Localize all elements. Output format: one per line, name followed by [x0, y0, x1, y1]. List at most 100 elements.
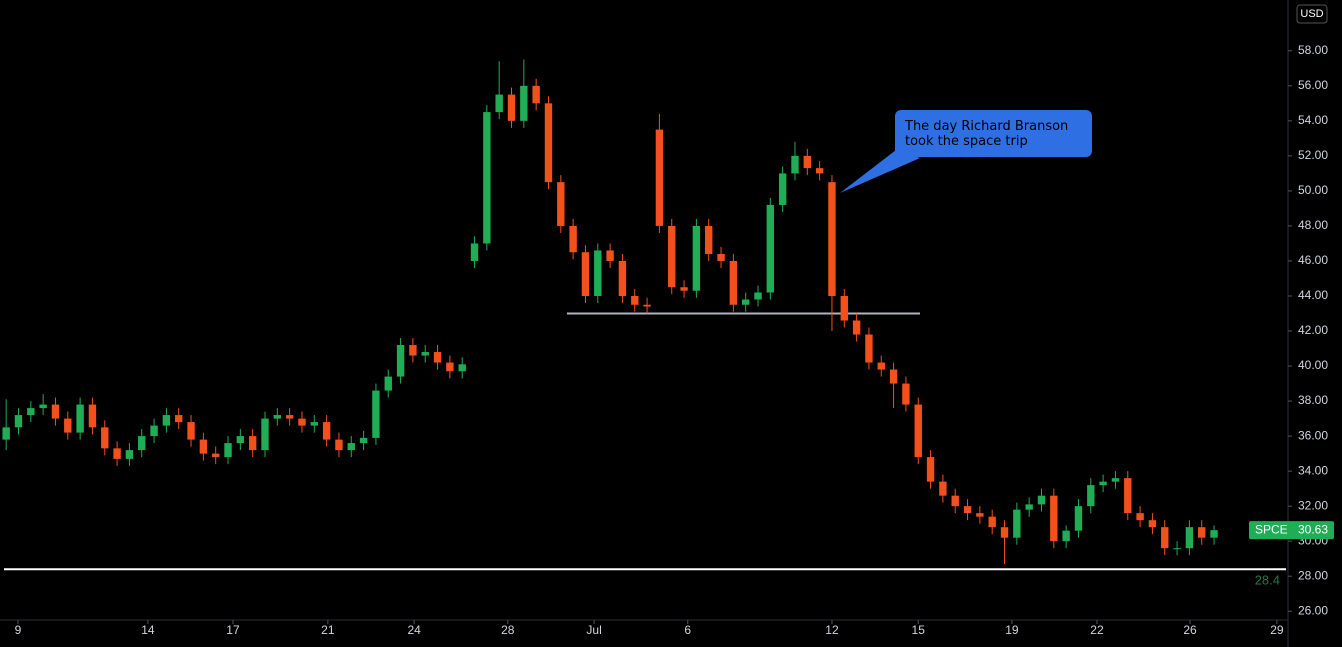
- candle-body: [766, 204, 775, 293]
- y-tick-label: 56.00: [1298, 78, 1328, 92]
- candle-body: [877, 362, 885, 370]
- candle-body: [791, 155, 799, 174]
- candle-body: [470, 243, 479, 261]
- candle-body: [668, 225, 676, 288]
- candle-body: [396, 345, 405, 377]
- candle-body: [754, 292, 762, 300]
- candle-body: [594, 250, 602, 296]
- candle-body: [557, 182, 565, 226]
- candle-body: [310, 422, 318, 426]
- candle-body: [643, 304, 651, 307]
- candle-body: [495, 94, 503, 113]
- candle-body: [125, 450, 134, 459]
- candle-body: [248, 436, 257, 451]
- candle-body: [507, 94, 516, 121]
- y-tick-label: 46.00: [1298, 253, 1328, 267]
- currency: USD: [1300, 8, 1323, 20]
- x-tick-label: 15: [912, 623, 926, 637]
- candle-body: [14, 415, 23, 428]
- candle-body: [581, 252, 590, 296]
- y-tick-label: 40.00: [1298, 358, 1328, 372]
- candle-body: [828, 182, 836, 296]
- last-price-value: 30.63: [1298, 522, 1328, 536]
- candle-body: [680, 287, 688, 291]
- candle-body: [446, 362, 454, 372]
- candle-body: [705, 225, 713, 254]
- candle-body: [988, 516, 996, 528]
- candle-body: [1148, 520, 1157, 528]
- candle-body: [298, 418, 306, 426]
- candle-body: [175, 415, 183, 423]
- candle-body: [717, 253, 725, 261]
- candle-body: [187, 422, 195, 440]
- candle-body: [88, 404, 97, 428]
- candle-body: [101, 427, 109, 449]
- candle-body: [692, 225, 701, 291]
- x-tick-label: 6: [684, 623, 691, 637]
- candle-body: [384, 376, 392, 391]
- candle-body: [1013, 509, 1021, 538]
- candle-body: [64, 418, 72, 433]
- y-tick-label: 28.00: [1298, 568, 1328, 582]
- x-tick-label: 17: [226, 623, 240, 637]
- candle-body: [335, 439, 343, 451]
- x-tick-label: 24: [407, 623, 421, 637]
- candle-body: [138, 436, 146, 451]
- candle-body: [1037, 495, 1046, 505]
- x-tick-label: 29: [1270, 623, 1284, 637]
- candle-body: [261, 418, 269, 451]
- y-tick-label: 44.00: [1298, 288, 1328, 302]
- y-tick-label: 50.00: [1298, 183, 1328, 197]
- candle-body: [631, 295, 639, 305]
- candle-body: [618, 260, 627, 296]
- candle-body: [199, 439, 208, 454]
- x-tick-label: 28: [501, 623, 515, 637]
- y-tick-label: 34.00: [1298, 463, 1328, 477]
- candle-body: [1185, 527, 1194, 549]
- y-tick-label: 32.00: [1298, 498, 1328, 512]
- y-tick-label: 36.00: [1298, 428, 1328, 442]
- candle-body: [902, 383, 910, 405]
- candle-body: [852, 320, 861, 335]
- candle-body: [815, 168, 824, 174]
- candle-body: [865, 334, 873, 363]
- candle-body: [421, 352, 429, 356]
- candle-body: [939, 481, 947, 496]
- candle-body: [1161, 527, 1169, 549]
- y-tick-label: 54.00: [1298, 113, 1328, 127]
- candle-body: [372, 390, 380, 438]
- last-price-box: [1249, 521, 1334, 540]
- candle-body: [914, 404, 922, 458]
- candle-body: [741, 299, 750, 305]
- candle-body: [1025, 504, 1033, 510]
- last-price-symbol: SPCE: [1255, 522, 1288, 536]
- annotation: The day Richard Branson took the space t…: [895, 110, 1092, 157]
- y-tick-label: 52.00: [1298, 148, 1328, 162]
- y-tick-label: 58.00: [1298, 43, 1328, 57]
- candle-body: [1136, 513, 1144, 521]
- y-tick-label: 38.00: [1298, 393, 1328, 407]
- x-tick-label: 21: [321, 623, 335, 637]
- candle-body: [458, 364, 466, 372]
- candle-body: [889, 369, 898, 384]
- candle-body: [113, 448, 121, 459]
- annotation-pointer: [840, 150, 920, 193]
- candle-body: [544, 103, 553, 183]
- candle-body: [224, 443, 232, 458]
- x-tick-label: 9: [15, 623, 22, 637]
- candle-body: [1087, 485, 1095, 507]
- x-tick-label: 26: [1183, 623, 1197, 637]
- candle-body: [520, 85, 528, 121]
- candle-body: [236, 436, 245, 444]
- candle-body: [211, 453, 220, 458]
- candle-body: [162, 415, 171, 426]
- candle-body: [1111, 478, 1120, 482]
- candle-body: [51, 404, 60, 419]
- candle-body: [1050, 495, 1058, 542]
- candle-body: [433, 352, 442, 363]
- candle-body: [76, 404, 84, 433]
- candle-body: [729, 260, 738, 305]
- candle-body: [951, 495, 959, 507]
- candle-body: [1062, 530, 1070, 542]
